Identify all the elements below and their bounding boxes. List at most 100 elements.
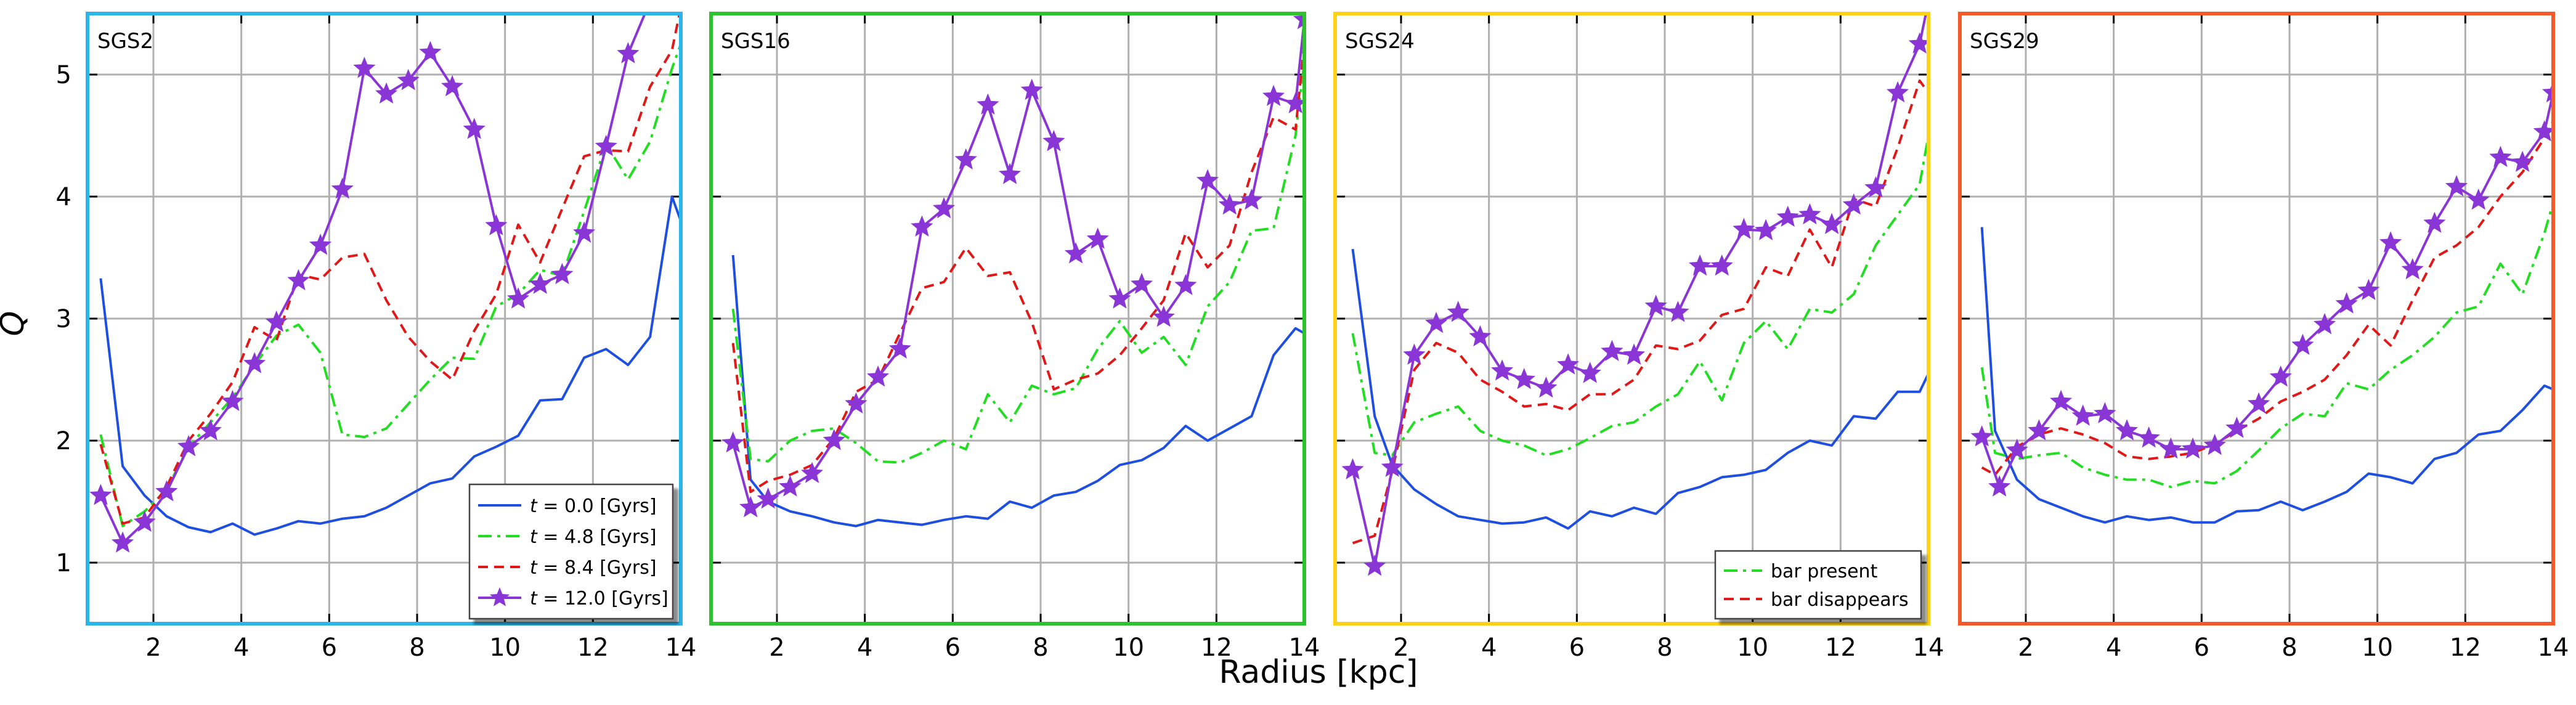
x-tick-label: 4 (234, 634, 249, 662)
series-line (1981, 120, 2553, 476)
data-point-star (823, 428, 845, 450)
series-line (99, 195, 681, 536)
data-point-star (977, 93, 999, 115)
data-point-star (265, 310, 288, 332)
data-point-star (721, 431, 744, 453)
data-point-star (1218, 193, 1241, 215)
series-line (1352, 79, 1928, 545)
data-point-star (800, 462, 824, 483)
data-point-star (2423, 211, 2446, 233)
data-point-star (155, 480, 178, 502)
data-point-star (1447, 301, 1469, 322)
data-point-star (2467, 188, 2490, 210)
data-point-star (954, 148, 977, 170)
data-point-star (2203, 433, 2226, 455)
data-point-star (1988, 475, 2011, 497)
data-point-star (1513, 367, 1535, 389)
data-point-star (89, 484, 112, 505)
data-point-star (2379, 231, 2402, 253)
data-point-star (1064, 242, 1087, 264)
data-point-star (2269, 365, 2292, 387)
panel-label: SGS24 (1345, 29, 1415, 54)
data-point-star (1086, 227, 1109, 249)
data-point-star (572, 221, 596, 243)
data-point-star (1196, 169, 1219, 190)
data-point-star (1130, 272, 1153, 294)
data-point-star (932, 197, 956, 219)
series-line (1351, 135, 1928, 457)
data-point-star (1644, 295, 1667, 316)
data-point-star (551, 263, 574, 285)
y-tick-label: 4 (56, 183, 71, 211)
x-tick-label: 8 (2281, 634, 2297, 662)
panel-frame (709, 12, 1306, 626)
x-tick-label: 14 (665, 634, 697, 662)
data-point-star (617, 42, 640, 63)
data-point-star (2005, 438, 2028, 460)
x-tick-label: 8 (409, 634, 425, 662)
series-line (1351, 14, 1927, 568)
panel-frame (86, 12, 683, 626)
panel-sgs29: 2 4 6 8 10 12 14 SGS29 (1958, 12, 2569, 662)
x-tick-label: 14 (1913, 634, 1944, 662)
x-tick-label: 12 (1825, 634, 1856, 662)
data-point-star (111, 531, 134, 553)
data-point-star (1776, 205, 1799, 227)
legend-star (489, 587, 510, 606)
data-point-star (2094, 402, 2116, 423)
data-point-star (1754, 219, 1778, 240)
legend-label: bar disappears (1771, 589, 1909, 611)
series-line (1351, 248, 1928, 530)
data-point-star (1424, 311, 1448, 333)
x-tick-label: 10 (1113, 634, 1144, 662)
panel-label: SGS2 (97, 29, 153, 54)
x-tick-label: 2 (2018, 634, 2033, 662)
data-point-star (1710, 254, 1733, 276)
data-point-star (2401, 258, 2424, 280)
legend-box (1714, 550, 1922, 620)
data-point-star (2313, 312, 2336, 335)
data-point-star (1733, 218, 1755, 239)
data-point-star (133, 510, 156, 532)
data-point-star (1667, 301, 1689, 322)
data-point-star (1469, 325, 1492, 347)
y-tick-label: 2 (56, 427, 71, 455)
series-line (731, 19, 1304, 509)
data-point-star (1820, 213, 1843, 234)
series-line (731, 44, 1304, 494)
data-point-star (779, 475, 802, 497)
plot-area (721, 14, 1304, 528)
data-point-star (2247, 392, 2270, 414)
legend: bar present bar disappears (1714, 550, 1922, 620)
data-point-star (1622, 343, 1646, 365)
data-point-star (375, 82, 398, 104)
data-point-star (1403, 343, 1426, 365)
series-line (99, 14, 646, 545)
data-point-star (640, 0, 660, 10)
data-point-star (1601, 340, 1623, 361)
data-point-star (287, 269, 310, 291)
x-tick-label: 14 (1289, 634, 1320, 662)
x-tick-label: 10 (489, 634, 521, 662)
legend-label: t = 12.0 [Gyrs] (530, 588, 668, 609)
data-point-star (1042, 129, 1065, 152)
data-point-star (739, 495, 762, 518)
x-tick-label: 12 (577, 634, 609, 662)
data-point-star (2511, 150, 2534, 172)
data-point-star (1381, 455, 1404, 477)
data-point-star (1490, 359, 1514, 381)
legend-label: bar present (1771, 561, 1878, 582)
y-tick-label: 1 (56, 549, 71, 577)
data-point-star (353, 57, 376, 78)
data-point-star (595, 134, 617, 157)
series-line (1980, 202, 2553, 489)
data-point-star (2049, 389, 2073, 412)
data-point-star (1240, 188, 1263, 210)
data-point-star (888, 337, 911, 359)
data-point-star (441, 75, 464, 97)
series-line (731, 255, 1304, 528)
data-point-star (2137, 426, 2160, 448)
data-point-star (1919, 0, 1938, 10)
panel-sgs16: 2 4 6 8 10 12 14 SGS16 (709, 12, 1320, 662)
